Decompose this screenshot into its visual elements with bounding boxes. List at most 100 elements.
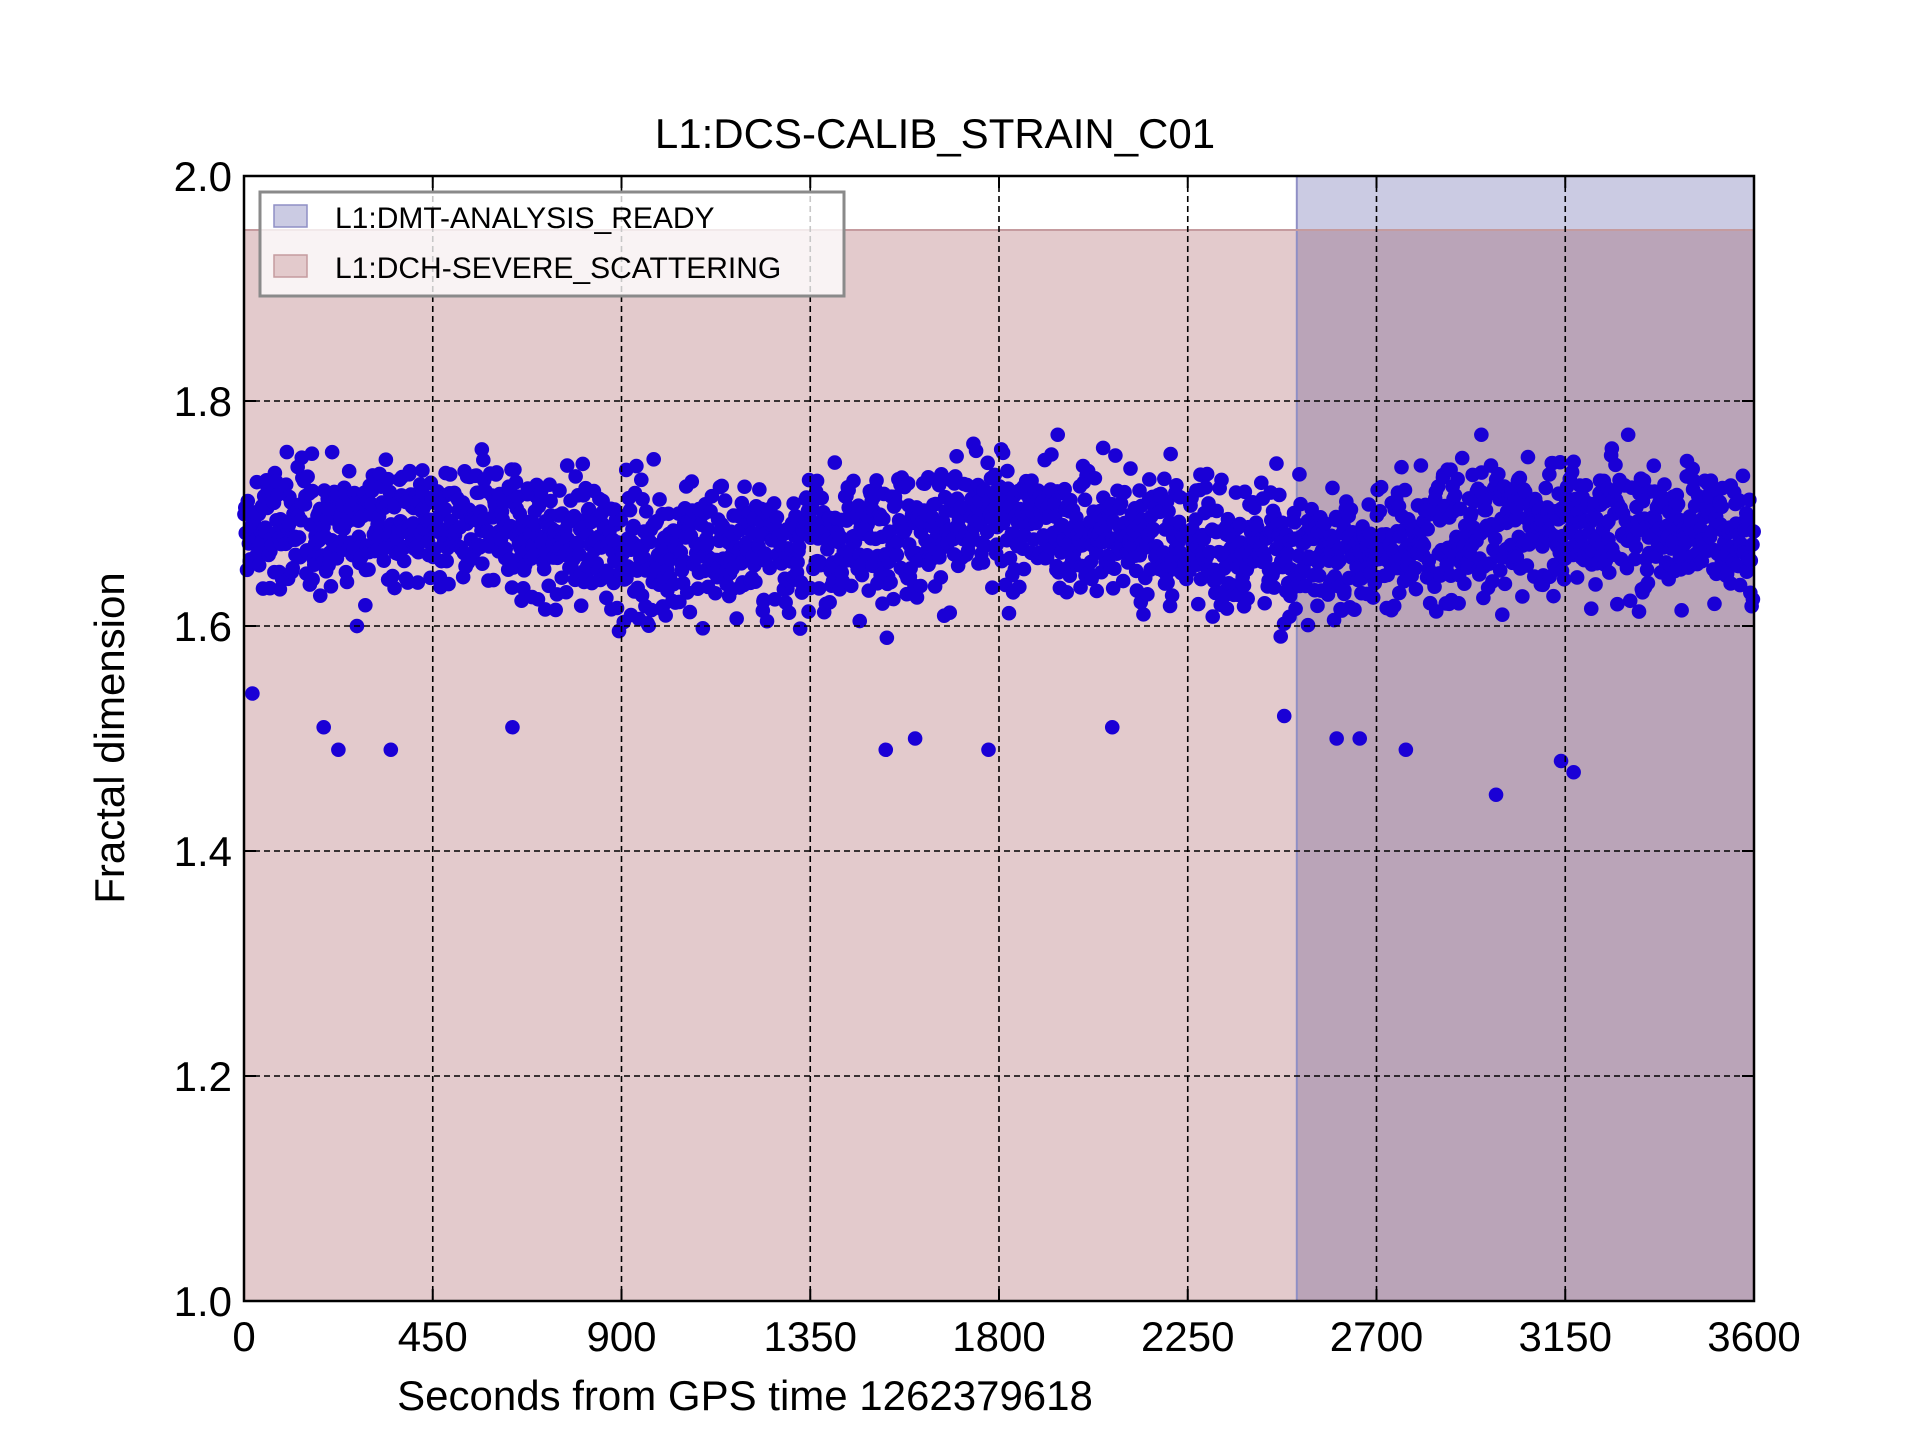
data-point [1512,470,1528,486]
data-point [1253,475,1269,491]
data-point [791,539,807,555]
data-point [1622,593,1638,609]
data-point [827,455,843,470]
data-point [832,529,848,545]
data-point [305,572,320,587]
x-tick-label: 2250 [1141,1313,1234,1360]
data-point [846,473,861,489]
data-point [1485,574,1500,589]
data-point [1452,501,1468,517]
data-point [1416,538,1432,553]
data-point [1678,535,1693,551]
data-point [1454,450,1470,466]
legend-swatch-analysis-ready [273,204,308,228]
data-point [1639,562,1655,578]
data-point [278,477,294,493]
data-point [1492,563,1508,578]
data-point [543,493,558,509]
data-point [907,731,923,746]
data-point [852,613,868,629]
data-point [980,455,995,471]
data-point [822,595,837,610]
data-point [1588,577,1603,592]
data-point [854,567,870,583]
x-tick-label: 0 [232,1313,255,1360]
data-point [638,504,654,519]
data-point [1337,583,1352,598]
data-point [1059,584,1075,600]
data-point [878,742,894,758]
segment-overlap [1296,230,1754,1301]
data-point [323,579,339,594]
data-point [1408,581,1424,597]
data-point [1398,742,1414,758]
data-point [530,591,546,607]
data-point [1157,471,1172,487]
data-point [439,553,454,569]
data-point [245,686,260,701]
legend-swatch-severe-scattering [273,254,308,278]
data-point [1494,607,1510,623]
data-point [811,581,827,596]
data-point [766,496,782,511]
data-point [415,463,430,478]
data-point [508,474,524,490]
data-point [1288,601,1303,617]
data-point [985,580,1000,595]
y-tick-label: 1.8 [174,378,232,425]
data-point [1373,479,1389,495]
data-point [756,592,771,608]
data-point [981,742,996,758]
data-point [786,496,801,511]
data-point [909,590,925,605]
data-point [695,620,711,636]
data-point [1001,605,1017,621]
data-point [790,554,805,570]
data-point [1394,459,1409,475]
data-point [717,493,733,508]
data-point [1115,573,1131,589]
data-point [279,444,295,460]
data-point [1077,492,1093,508]
data-point [1478,502,1494,518]
data-point [1287,515,1302,530]
data-point [1546,588,1561,604]
data-point [629,458,644,474]
data-point [1361,497,1377,512]
data-point [300,469,315,485]
data-point [1325,480,1340,496]
data-point [380,471,396,487]
data-point [869,473,884,488]
data-point [1583,601,1599,616]
data-point [1735,468,1751,484]
data-point [558,584,574,600]
data-point [1520,449,1536,465]
data-point [376,553,392,568]
data-point [387,580,402,596]
data-point [1247,500,1262,516]
data-point [1365,590,1381,605]
data-point [622,502,638,518]
data-point [661,506,676,522]
data-point [1670,496,1686,512]
data-point [684,474,700,489]
data-point [1464,506,1479,521]
data-point [635,491,650,507]
data-point [559,458,575,473]
data-point [843,578,859,594]
data-point [257,520,273,536]
x-tick-label: 1800 [952,1313,1045,1360]
data-point [1160,575,1175,591]
data-point [646,451,661,467]
data-point [1332,553,1347,568]
data-point [900,476,916,491]
x-tick-label: 1350 [764,1313,857,1360]
data-point [382,484,397,500]
x-tick-label: 3150 [1519,1313,1612,1360]
grid-lines [244,176,1754,1301]
x-tick-label: 450 [398,1313,468,1360]
data-point [1601,565,1617,580]
data-point [1451,595,1466,611]
data-point [1258,551,1273,567]
